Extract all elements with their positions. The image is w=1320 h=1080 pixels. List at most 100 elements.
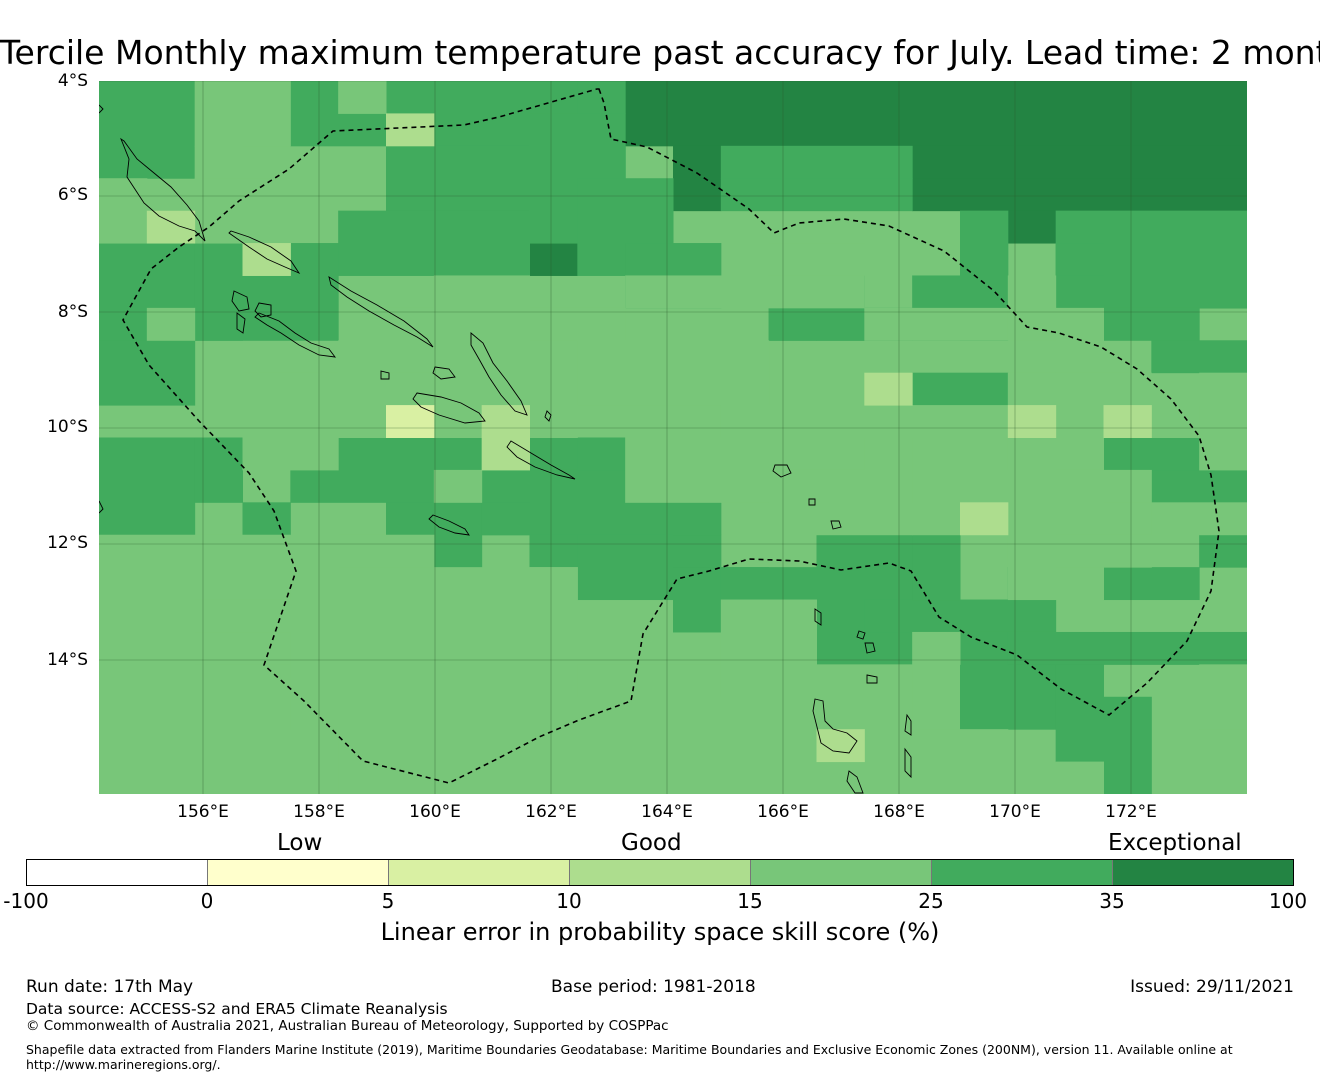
island-russell <box>380 370 390 380</box>
map-gridlines <box>99 81 1247 794</box>
island-ulawa <box>544 410 552 422</box>
grid-cell <box>481 502 530 536</box>
grid-cell <box>1199 372 1247 471</box>
category-exceptional: Exceptional <box>1108 830 1242 856</box>
grid-cell <box>625 437 722 503</box>
grid-cell <box>529 696 578 794</box>
island-choiseul <box>228 230 301 275</box>
run-date: Run date: 17th May <box>26 977 194 997</box>
colorbar-tick: 0 <box>200 889 214 913</box>
grid-cell <box>960 502 1009 536</box>
island-new-georgia <box>254 312 336 358</box>
grid-cell <box>1007 405 1057 438</box>
grid-cell <box>1103 567 1200 601</box>
island-kolombangara <box>254 302 272 318</box>
grid-cell <box>242 502 291 536</box>
copyright: © Commonwealth of Australia 2021, Austra… <box>26 1018 669 1034</box>
lat-label-4s: 4°S <box>57 71 88 91</box>
grid-cell <box>386 307 435 374</box>
colorbar-tick: -100 <box>3 889 49 913</box>
grid-cell <box>912 145 1247 179</box>
grid-cell <box>1055 534 1152 568</box>
grid-cell <box>386 113 435 147</box>
grid-cell <box>1103 437 1200 471</box>
lon-label-166e: 166°E <box>757 802 809 822</box>
island-malaita <box>470 332 528 416</box>
island-florida <box>432 366 456 380</box>
grid-cell <box>99 340 196 406</box>
island-vanikoro <box>830 520 842 530</box>
grid-cell <box>768 469 913 536</box>
grid-cell <box>194 178 291 244</box>
grid-cell <box>577 340 770 406</box>
colorbar-tick: 15 <box>737 889 763 913</box>
colorbar-tick: 100 <box>1268 889 1308 913</box>
grid-cell <box>529 567 578 601</box>
grid-cell <box>1055 761 1104 794</box>
grid-cell <box>529 307 626 341</box>
grid-cell <box>338 340 387 406</box>
lon-label-160e: 160°E <box>409 802 461 822</box>
colorbar-tick: 10 <box>556 889 582 913</box>
colorbar-segment <box>932 860 1113 885</box>
grid-cell <box>912 178 1247 212</box>
grid-cell <box>338 210 530 276</box>
grid-cell <box>864 437 913 471</box>
grid-cell <box>864 372 913 406</box>
category-good: Good <box>621 830 682 856</box>
lat-label-8s: 8°S <box>57 302 88 322</box>
colorbar-segment <box>389 860 570 885</box>
lat-label-14s: 14°S <box>47 650 88 670</box>
grid-cell <box>99 178 148 244</box>
grid-cell <box>577 437 626 471</box>
lon-label-170e: 170°E <box>989 802 1041 822</box>
grid-cell <box>529 534 578 568</box>
island-vella-lavella <box>231 290 250 312</box>
island-utupua <box>808 498 816 506</box>
grid-cell <box>99 437 196 536</box>
grid-cell <box>1199 729 1247 794</box>
grid-cell <box>1151 469 1247 503</box>
grid-cell <box>912 631 961 665</box>
grid-cell <box>625 275 865 309</box>
grid-cell <box>1055 664 1104 763</box>
grid-cell <box>1007 631 1104 665</box>
island-ambae <box>866 674 878 684</box>
grid-cell <box>768 243 865 276</box>
skill-grid <box>99 81 1247 794</box>
grid-cell <box>625 81 1247 147</box>
lon-label-156e: 156°E <box>177 802 229 822</box>
island-ranongga <box>236 312 246 334</box>
colorbar-segment <box>27 860 208 885</box>
grid-cell <box>194 81 291 147</box>
colorbar-tick: 5 <box>381 889 395 913</box>
island-makira <box>506 440 576 480</box>
grid-cell <box>720 178 913 212</box>
map-canvas <box>99 81 1247 794</box>
grid-cell <box>1103 307 1200 341</box>
colorbar-segment <box>570 860 751 885</box>
lon-label-162e: 162°E <box>525 802 577 822</box>
grid-cell <box>768 307 817 341</box>
island-santa-isabel <box>328 276 434 348</box>
island-guadalcanal <box>412 392 486 424</box>
grid-cell <box>912 372 1009 406</box>
grid-cell <box>1199 664 1247 730</box>
island-santa-cruz <box>772 464 792 478</box>
chart-title: Tercile Monthly maximum temperature past… <box>0 33 1320 72</box>
grid-cell <box>1103 372 1152 406</box>
issued-date: Issued: 29/11/2021 <box>1130 977 1294 997</box>
lon-label-168e: 168°E <box>873 802 925 822</box>
island-pentecost <box>904 747 912 779</box>
island-gaua <box>864 642 876 654</box>
shapefile-credit: Shapefile data extracted from Flanders M… <box>26 1042 1233 1057</box>
grid-cell <box>864 599 1057 633</box>
lon-label-158e: 158°E <box>293 802 345 822</box>
colorbar-segment <box>208 860 389 885</box>
grid-cell <box>1103 405 1152 438</box>
island-rennell <box>428 514 470 536</box>
grid-cell <box>194 599 291 633</box>
grid-cell <box>146 307 196 341</box>
grid-cell <box>960 761 1009 794</box>
grid-cell <box>720 145 913 179</box>
